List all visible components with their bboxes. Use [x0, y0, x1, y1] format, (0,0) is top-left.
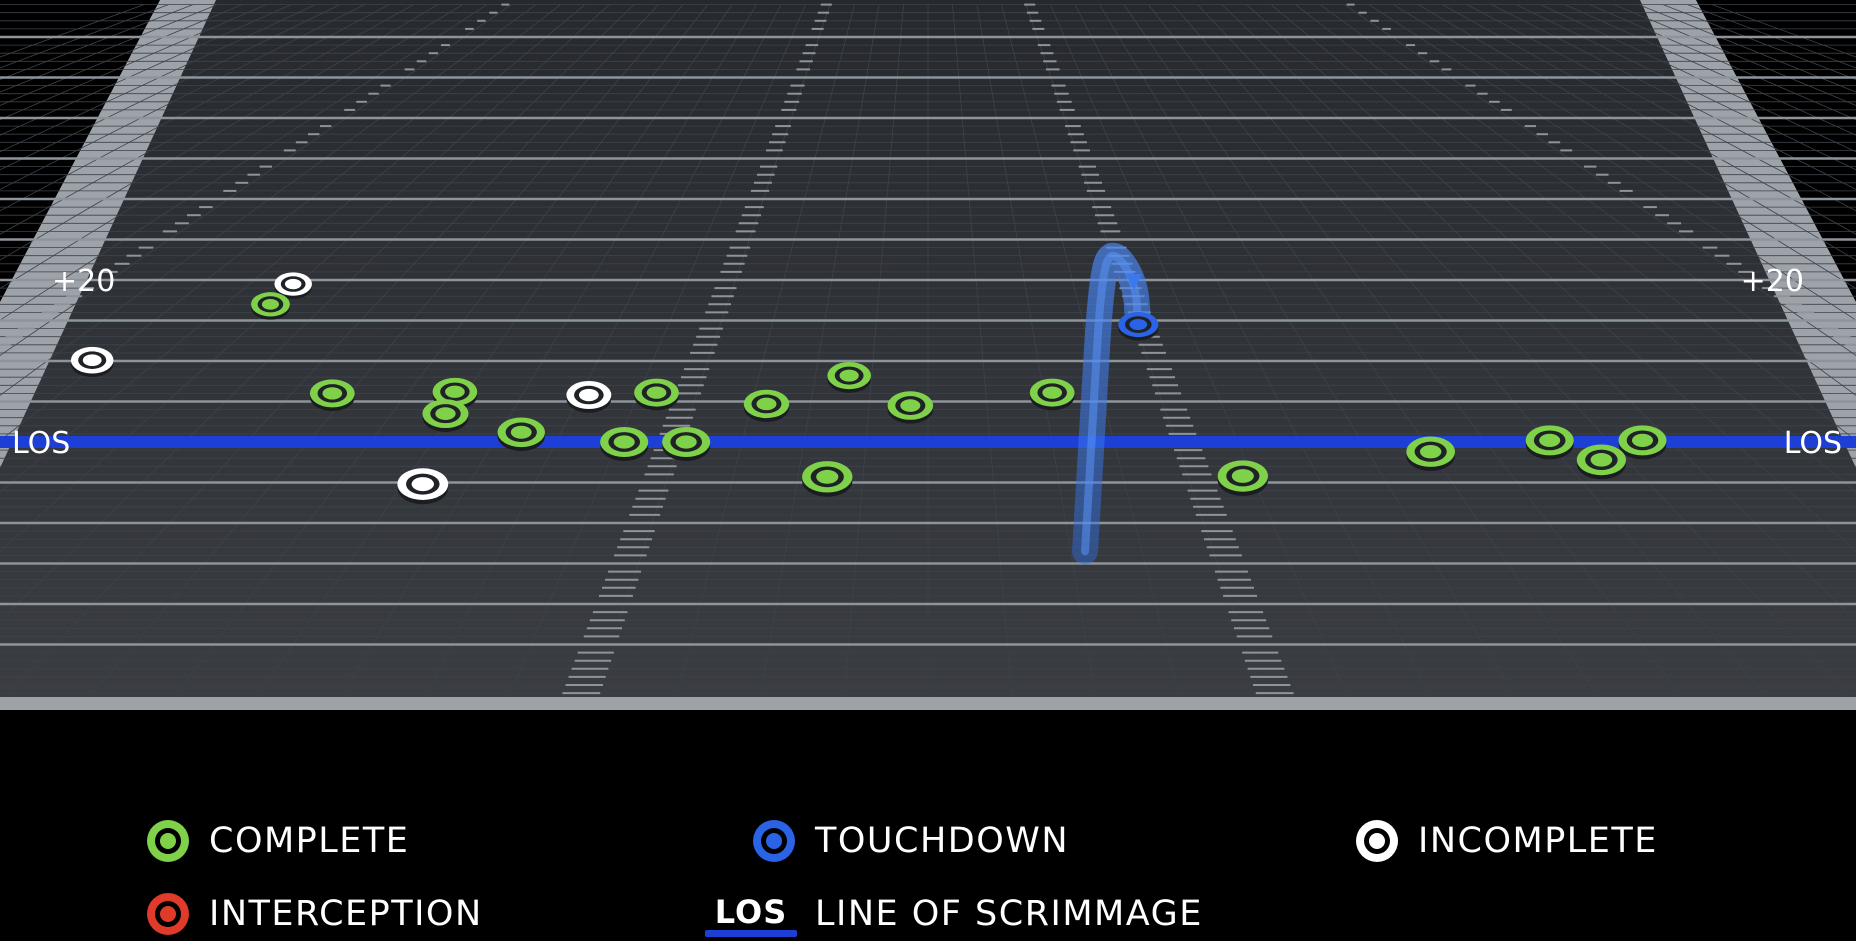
complete-marker [634, 379, 679, 411]
complete-marker [1577, 444, 1626, 479]
yard-label-left: +20 [52, 264, 115, 299]
legend-item-incomplete: INCOMPLETE [1354, 814, 1658, 868]
complete-marker [888, 391, 934, 423]
complete-marker [310, 379, 355, 411]
marker-center [816, 470, 838, 484]
complete-marker [600, 427, 648, 461]
touchdown-marker [1118, 312, 1158, 340]
marker-center [1042, 386, 1062, 398]
marker-center [579, 389, 599, 401]
marker-center [1129, 319, 1147, 330]
los-mini-label: LOS [705, 893, 797, 931]
complete-marker [1619, 425, 1667, 459]
marker-center [1591, 453, 1613, 467]
marker-center [900, 399, 920, 412]
complete-marker [827, 362, 871, 393]
incomplete-marker [397, 468, 448, 504]
marker-center [511, 426, 532, 439]
legend-item-touchdown: TOUCHDOWN [751, 814, 1069, 868]
complete-marker [744, 390, 789, 422]
legend-item-complete: COMPLETE [145, 814, 409, 868]
complete-marker [1030, 379, 1075, 411]
complete-marker [1526, 425, 1574, 459]
complete-marker [498, 417, 545, 451]
marker-center [435, 407, 455, 420]
marker-center [285, 279, 302, 289]
legend-label: LINE OF SCRIMMAGE [815, 894, 1203, 934]
legend-label: INCOMPLETE [1418, 821, 1658, 861]
marker-center [322, 387, 342, 399]
legend-label: INTERCEPTION [209, 894, 483, 934]
line-of-scrimmage [0, 436, 1856, 448]
marker-center [676, 435, 697, 448]
marker-center [1539, 434, 1560, 447]
target-ring-icon [145, 818, 191, 864]
complete-marker [1406, 437, 1455, 471]
legend-label: COMPLETE [209, 821, 409, 861]
los-mini-line [705, 930, 797, 937]
yard-label-right: LOS [1784, 426, 1842, 461]
incomplete-marker [71, 347, 114, 377]
marker-center [647, 386, 667, 398]
legend-label: TOUCHDOWN [815, 821, 1069, 861]
marker-center [756, 398, 776, 411]
marker-center [83, 354, 102, 366]
marker-center [1632, 434, 1653, 447]
incomplete-marker [566, 381, 611, 413]
complete-marker [1218, 460, 1268, 496]
field-chart: +20+20+10+10LOSLOS [0, 0, 1856, 710]
complete-marker [802, 461, 852, 497]
target-ring-icon [1354, 818, 1400, 864]
legend-item-line-of-scrimmage: LOS LINE OF SCRIMMAGE [705, 887, 1203, 941]
marker-center [1420, 445, 1441, 458]
marker-center [412, 477, 434, 491]
marker-center [445, 386, 465, 398]
marker-center [1232, 469, 1254, 483]
target-ring-icon [145, 891, 191, 937]
los-line [0, 436, 1856, 448]
legend-item-interception: INTERCEPTION [145, 887, 483, 941]
yard-label-right: +20 [1741, 264, 1804, 299]
yard-label-left: LOS [12, 426, 70, 461]
complete-marker [251, 292, 290, 320]
los-line-icon: LOS [705, 891, 797, 937]
marker-center [840, 370, 859, 382]
bottom-edge [0, 697, 1856, 710]
marker-center [262, 299, 279, 310]
complete-marker [422, 399, 468, 432]
complete-marker [662, 427, 710, 461]
marker-center [614, 435, 635, 448]
legend: COMPLETE TOUCHDOWN INCOMPLETE INTERCEPTI… [0, 710, 1856, 938]
target-ring-icon [751, 818, 797, 864]
